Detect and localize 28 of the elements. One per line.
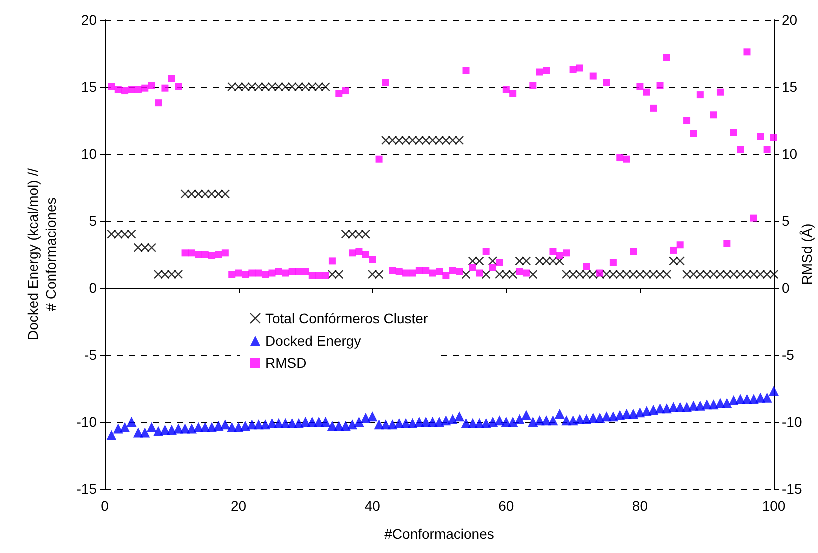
y-tick-label: 15 xyxy=(81,79,98,95)
x-tick-label: 60 xyxy=(498,498,514,514)
y-tick-label: 20 xyxy=(81,12,98,28)
y-tick-label: -10 xyxy=(76,414,98,430)
x-tick-label: 40 xyxy=(364,498,381,514)
y-tick-label: -15 xyxy=(76,481,98,497)
legend-label: Total Confórmeros Cluster xyxy=(266,310,428,326)
y2-tick-label: 5 xyxy=(782,213,790,229)
y2-tick-label: 20 xyxy=(782,12,798,28)
y2-tick-label: -10 xyxy=(782,414,802,430)
legend-label: RMSD xyxy=(266,355,307,371)
y2-axis-title: RMSd (Å) xyxy=(799,224,815,286)
x-tick-label: 20 xyxy=(231,498,247,514)
x-tick-label: 80 xyxy=(632,498,648,514)
y-tick-label: -5 xyxy=(84,347,98,363)
y2-tick-label: 15 xyxy=(782,79,798,95)
y2-tick-label: 10 xyxy=(782,146,798,162)
y2-tick-label: -5 xyxy=(782,347,795,363)
y2-tick-label: 0 xyxy=(782,280,790,296)
y-tick-label: 5 xyxy=(89,213,98,229)
x-tick-label: 0 xyxy=(101,498,110,514)
y-axis-title: Docked Energy (kcal/mol) // # Conformaciones xyxy=(25,168,59,340)
y-tick-label: 0 xyxy=(89,280,98,296)
x-axis-title: #Conformaciones xyxy=(384,526,494,542)
y2-tick-label: -15 xyxy=(782,481,802,497)
y-tick-label: 10 xyxy=(81,146,98,162)
legend-label: Docked Energy xyxy=(266,333,362,349)
x-tick-label: 100 xyxy=(762,498,786,514)
